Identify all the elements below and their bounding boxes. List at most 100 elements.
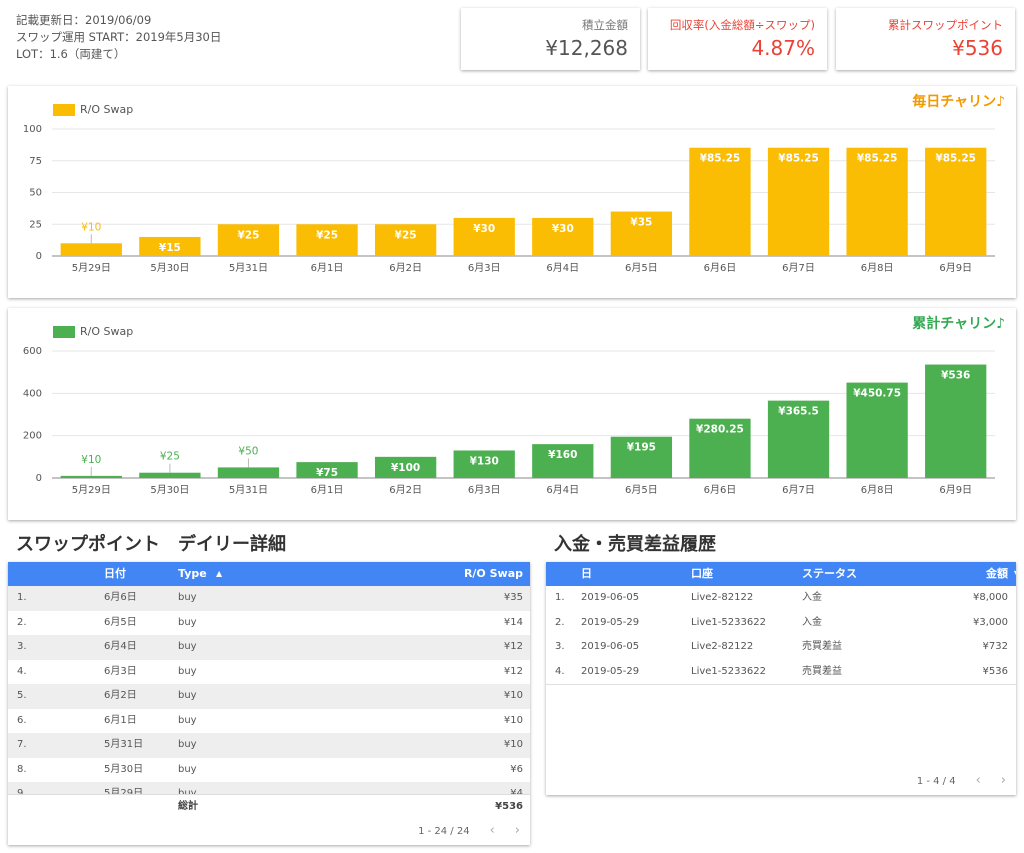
table-cell: ¥8,000 — [973, 592, 1008, 603]
data-label: ¥130 — [470, 455, 499, 467]
bar — [846, 147, 908, 256]
x-tick-label: 6月6日 — [704, 484, 737, 496]
header: 記載更新日：2019/06/09 スワップ運用 START：2019年5月30日… — [16, 12, 221, 63]
bar — [767, 400, 830, 478]
data-label: ¥25 — [316, 229, 338, 241]
column-header[interactable]: 口座 — [691, 567, 713, 580]
y-tick-label: 100 — [23, 124, 42, 135]
prev-page[interactable]: ‹ — [975, 773, 981, 788]
x-tick-label: 5月31日 — [229, 262, 268, 274]
table-cell: buy — [178, 763, 197, 775]
table-cell: ¥12 — [503, 641, 523, 652]
x-tick-label: 6月8日 — [861, 262, 894, 274]
table-cell: buy — [178, 739, 197, 750]
data-label: ¥35 — [630, 217, 652, 229]
table-cell: 1. — [555, 592, 565, 603]
kpi-card: 累計スワップポイント ¥536 — [836, 8, 1015, 70]
bar — [610, 436, 673, 478]
prev-page[interactable]: ‹ — [489, 823, 495, 838]
chart-title: 毎日チャリン♪ — [912, 93, 1005, 110]
y-tick-label: 75 — [29, 156, 42, 167]
data-label: ¥85.25 — [778, 153, 819, 165]
bar — [139, 236, 201, 256]
column-header[interactable]: 日 — [581, 567, 592, 580]
column-header[interactable]: ステータス — [802, 567, 857, 580]
table-cell: buy — [178, 788, 197, 794]
next-page[interactable]: › — [1000, 773, 1006, 788]
column-header[interactable]: Type — [178, 567, 207, 580]
table-row: 4. 2019-05-29 Live1-5233622 売買差益 ¥536 — [546, 659, 1016, 685]
pagination: 1 - 24 / 24 ‹ › — [418, 821, 520, 841]
table-cell: 6月1日 — [104, 714, 137, 726]
bar — [374, 224, 437, 256]
table-cell: 6月5日 — [104, 616, 137, 628]
kpi-label: 回収率(入金総額÷スワップ) — [669, 18, 815, 32]
column-header[interactable]: 日付 — [104, 567, 126, 580]
next-page[interactable]: › — [514, 823, 520, 838]
x-tick-label: 6月1日 — [311, 484, 344, 496]
legend-label: R/O Swap — [80, 325, 133, 338]
x-tick-label: 5月30日 — [150, 262, 189, 274]
bar — [767, 147, 830, 256]
table-cell: buy — [178, 665, 197, 677]
bar — [139, 472, 201, 478]
table-row: 2. 2019-05-29 Live1-5233622 入金 ¥3,000 — [546, 610, 1016, 636]
total-value: ¥536 — [495, 801, 523, 812]
x-tick-label: 6月2日 — [389, 262, 422, 274]
table-cell: Live2-82122 — [691, 641, 754, 652]
column-header[interactable]: R/O Swap — [463, 567, 523, 580]
data-label: ¥100 — [391, 462, 420, 474]
table-cell: 2019-05-29 — [581, 616, 640, 628]
data-label: ¥160 — [548, 449, 577, 461]
bar — [296, 224, 358, 256]
data-label: ¥75 — [316, 467, 338, 479]
y-tick-label: 0 — [36, 251, 42, 262]
table-cell: 5月30日 — [104, 763, 144, 775]
table-title: スワップポイント デイリー詳細 — [16, 534, 286, 555]
chart-title: 累計チャリン♪ — [912, 315, 1005, 332]
bar — [296, 462, 358, 478]
bar — [610, 211, 673, 256]
table-row: 2. 6月5日 buy ¥14 — [8, 610, 530, 635]
chart-panel: 毎日チャリン♪ 0 25 50 75 100 R/O Swap ¥10 ¥15 ¥25 ¥25 ¥25… — [8, 86, 1016, 298]
header-line: LOT：1.6（両建て） — [16, 47, 126, 61]
table-body: 1. 6月6日 buy ¥35 2. 6月5日 buy ¥14 3. 6月4日 buy ¥12 4. 6月… — [8, 586, 530, 794]
data-label: ¥30 — [552, 223, 574, 235]
table-row: 3. 2019-06-05 Live2-82122 売買差益 ¥732 — [546, 635, 1016, 661]
table-cell: ¥6 — [510, 763, 523, 775]
data-label: ¥30 — [473, 223, 495, 235]
table-cell: buy — [178, 592, 197, 603]
table-cell: 4. — [17, 665, 27, 677]
data-label: ¥280.25 — [696, 424, 744, 436]
table-cell: buy — [178, 690, 197, 701]
header-line: スワップ運用 START：2019年5月30日 — [16, 30, 222, 44]
table-cell: ¥12 — [503, 665, 523, 677]
kpi-card: 積立金額 ¥12,268 — [461, 8, 640, 70]
kpi-value: ¥12,268 — [545, 36, 628, 60]
table-row: 1. 6月6日 buy ¥35 — [8, 586, 530, 611]
bar — [532, 217, 594, 256]
x-tick-label: 6月5日 — [625, 262, 658, 274]
table-cell: ¥10 — [503, 690, 523, 701]
column-header[interactable]: 金額 — [986, 567, 1008, 580]
table-cell: 6月4日 — [104, 641, 137, 652]
table-cell: ¥732 — [982, 641, 1008, 652]
table-row: 6. 6月1日 buy ¥10 — [8, 708, 530, 733]
x-tick-label: 6月1日 — [311, 262, 344, 274]
table-cell: 5. — [17, 690, 27, 701]
table-row: 1. 2019-06-05 Live2-82122 入金 ¥8,000 — [546, 586, 1016, 612]
table-body: 1. 2019-06-05 Live2-82122 入金 ¥8,000 2. 2019-05… — [546, 586, 1016, 766]
table-cell: 2019-06-05 — [581, 641, 640, 652]
table-header: 日付 Type R/O Swap ▲ — [8, 562, 530, 586]
x-tick-label: 6月2日 — [389, 484, 422, 496]
table-cell: 2019-06-05 — [581, 592, 640, 603]
table-title: 入金・売買差益履歴 — [554, 534, 716, 555]
x-tick-label: 5月31日 — [229, 484, 268, 496]
x-tick-label: 6月4日 — [546, 484, 579, 496]
sort-icon: ▲ — [216, 569, 223, 578]
kpi-label: 累計スワップポイント — [888, 18, 1003, 32]
table-cell: 9. — [17, 788, 27, 794]
data-label: ¥15 — [159, 242, 181, 254]
table-cell: 6月3日 — [104, 665, 137, 677]
table: 日付 Type R/O Swap ▲ 1. 6月6日 buy ¥35 2. 6月5日 buy ¥14 3… — [8, 562, 530, 845]
